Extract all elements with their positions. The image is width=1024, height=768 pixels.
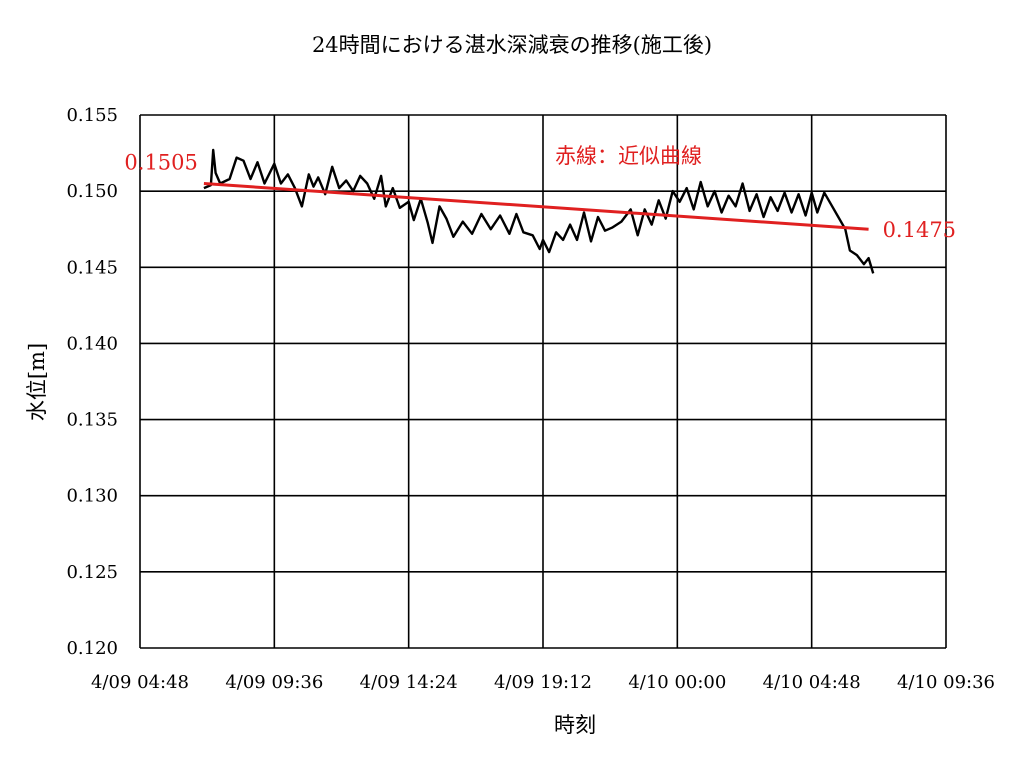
y-tick-label: 0.155 <box>66 105 118 126</box>
y-tick-label: 0.120 <box>66 638 118 659</box>
x-axis-label: 時刻 <box>554 713 596 737</box>
trend-start-label: 0.1505 <box>124 151 197 175</box>
series-line <box>203 148 875 274</box>
y-axis-label: 水位[m] <box>25 343 49 421</box>
trend-end-label: 0.1475 <box>883 218 956 242</box>
y-tick-label: 0.125 <box>66 562 118 583</box>
x-tick-label: 4/09 09:36 <box>225 672 323 693</box>
trendline <box>203 182 869 231</box>
x-tick-label: 4/10 09:36 <box>897 672 995 693</box>
x-tick-label: 4/10 04:48 <box>763 672 861 693</box>
y-tick-labels: 0.120 0.125 0.130 0.135 0.140 0.145 0.150 0.155 <box>66 105 118 659</box>
x-tick-labels: 4/09 04:48 4/09 09:36 4/09 14:24 4/09 19:12… <box>91 672 995 693</box>
x-tick-label: 4/10 00:00 <box>628 672 726 693</box>
x-tick-label: 4/09 14:24 <box>360 672 458 693</box>
y-tick-label: 0.140 <box>66 333 118 354</box>
x-tick-label: 4/09 19:12 <box>494 672 592 693</box>
y-tick-label: 0.145 <box>66 257 118 278</box>
annotations: 0.1505 0.1475 赤線：近似曲線 <box>124 144 956 242</box>
y-tick-label: 0.130 <box>66 486 118 507</box>
y-tick-label: 0.135 <box>66 410 118 431</box>
chart-title: 24時間における湛水深減衰の推移(施工後) <box>312 33 712 57</box>
y-tick-label: 0.150 <box>66 181 118 202</box>
x-tick-label: 4/09 04:48 <box>91 672 189 693</box>
plot-lines <box>203 148 875 274</box>
trendline-legend: 赤線：近似曲線 <box>555 144 702 168</box>
